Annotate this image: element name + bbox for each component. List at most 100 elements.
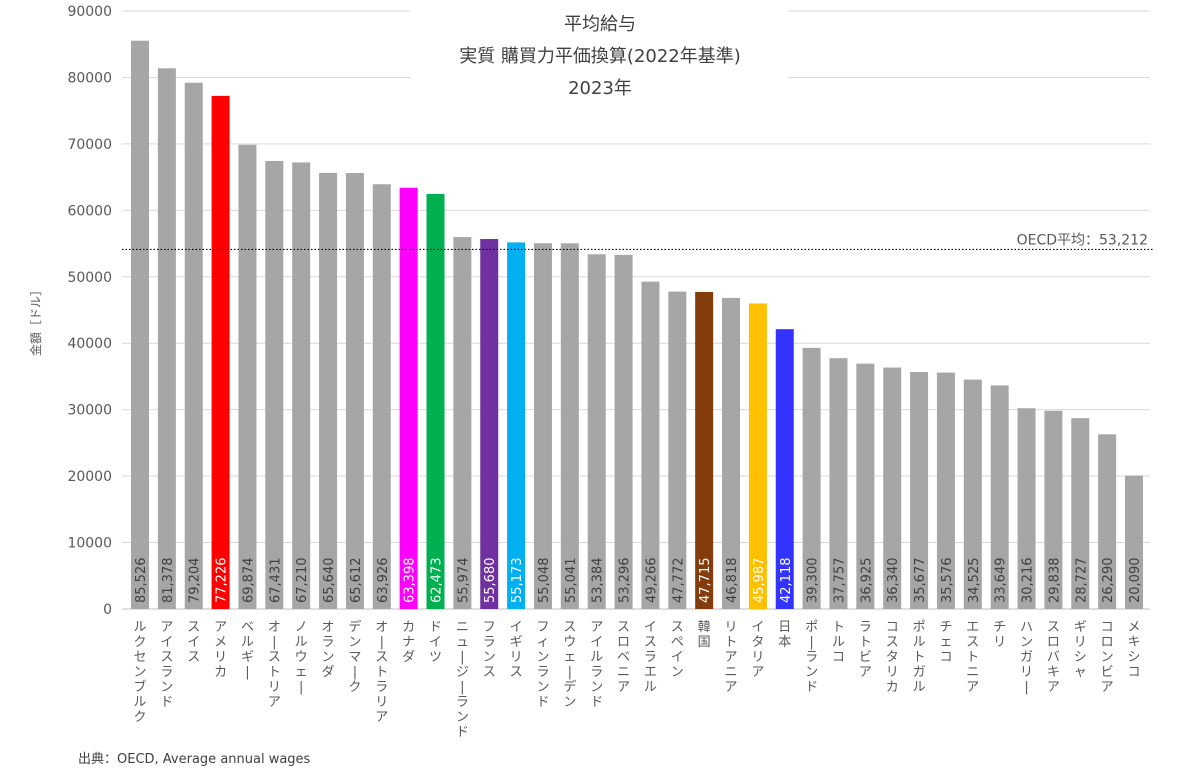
bar-value-label: 33,649	[994, 558, 1009, 604]
y-tick-label: 40000	[67, 336, 112, 352]
bar-value-label: 20,090	[1128, 558, 1143, 604]
category-label: スロバキア	[1047, 620, 1060, 695]
bar	[936, 372, 955, 609]
bar	[507, 242, 526, 609]
bar-value-label: 37,757	[832, 558, 847, 604]
bar-value-label: 55,974	[456, 558, 471, 604]
category-label: イスラエル	[644, 620, 657, 695]
bar-value-label: 55,173	[510, 558, 525, 604]
bar	[990, 385, 1009, 609]
category-label: ポルトガル	[913, 620, 926, 695]
bar-value-label: 30,216	[1021, 558, 1036, 604]
category-label: 韓国	[698, 620, 711, 650]
bar-value-label: 26,290	[1101, 558, 1116, 604]
bar	[722, 297, 741, 609]
bar	[131, 40, 149, 610]
y-tick-label: 20000	[67, 469, 112, 485]
bars: 85,526 ルクセンブルク 81,378 アイスランド 79,204 スイス 77,226…	[131, 40, 1143, 740]
bar-value-label: 67,431	[268, 558, 283, 604]
bar	[963, 379, 982, 609]
category-label: スペイン	[671, 620, 684, 680]
source-note: 出典：OECD, Average annual wages	[78, 752, 311, 767]
bar	[211, 95, 230, 609]
category-label: トルコ	[832, 620, 845, 665]
y-axis-ticks: 0 10000 20000 30000 40000 50000 60000 70000 8000…	[67, 4, 112, 618]
bar	[1098, 434, 1117, 609]
bar	[292, 162, 311, 610]
y-tick-label: 30000	[67, 403, 112, 419]
category-label: デンマ|ク	[348, 619, 361, 695]
bar	[1044, 410, 1063, 609]
category-label: オ|ストリア	[268, 620, 281, 710]
category-label: ハンガリ|	[1020, 620, 1033, 695]
category-label: アイルランド	[590, 620, 603, 710]
bar-value-label: 47,715	[698, 558, 713, 604]
chart-title-line-2: 実質 購買力平価換算(2022年基準)	[459, 46, 741, 67]
category-label: 日本	[778, 620, 791, 650]
bar	[829, 358, 848, 609]
y-tick-label: 50000	[67, 270, 112, 286]
category-label: スウェ|デン	[563, 620, 576, 710]
y-tick-label: 60000	[67, 203, 112, 219]
bar	[883, 367, 902, 609]
bar-value-label: 35,677	[913, 558, 928, 604]
bar-value-label: 47,772	[671, 558, 686, 604]
bar	[641, 281, 660, 609]
bar-value-label: 55,048	[537, 558, 552, 604]
bar	[775, 329, 794, 609]
bar-value-label: 63,926	[376, 558, 391, 604]
oecd-average-line: OECD平均：53,212	[122, 232, 1154, 251]
chart-title-line-1: 平均給与	[564, 14, 636, 35]
category-label: ギリシャ	[1074, 620, 1087, 680]
bar	[184, 82, 203, 610]
bar	[748, 303, 767, 609]
bar	[1125, 475, 1143, 609]
bar	[856, 363, 875, 609]
bar-value-label: 42,118	[779, 558, 794, 604]
bar	[399, 187, 418, 610]
y-tick-label: 90000	[67, 4, 112, 20]
category-label: コロンビア	[1101, 620, 1114, 695]
bar	[319, 172, 338, 609]
bar	[453, 237, 472, 609]
category-label: ノルウェ|	[295, 620, 308, 695]
bar-value-label: 36,340	[886, 558, 901, 604]
category-label: ドイツ	[429, 620, 442, 665]
bar-value-label: 36,925	[859, 558, 874, 604]
category-label: ポ|ランド	[805, 620, 818, 695]
bar	[265, 160, 284, 609]
category-label: イギリス	[510, 620, 523, 680]
bar	[614, 254, 633, 609]
category-label: ラトビア	[859, 620, 872, 680]
category-label: ベルギ|	[241, 620, 254, 680]
bar	[426, 193, 445, 610]
y-axis-label: 金額［ドル］	[28, 284, 43, 356]
bar-value-label: 65,640	[322, 558, 337, 604]
bar	[560, 243, 579, 609]
category-label: フランス	[483, 620, 496, 680]
category-label: エストニア	[966, 620, 979, 695]
category-label: オ|ストラリア	[375, 620, 388, 725]
bar	[1071, 418, 1090, 609]
category-label: スイス	[187, 620, 200, 665]
bar-value-label: 77,226	[215, 558, 230, 604]
bar	[695, 291, 714, 609]
bar-value-label: 69,874	[241, 558, 256, 604]
category-label: ニュ|ジ|ランド	[456, 620, 469, 740]
bar-value-label: 63,398	[403, 558, 418, 604]
y-tick-label: 10000	[67, 536, 112, 552]
bar	[372, 184, 391, 609]
category-label: メキシコ	[1127, 620, 1140, 680]
bar	[345, 173, 364, 609]
bar-value-label: 34,525	[967, 558, 982, 604]
bar	[157, 68, 176, 610]
bar	[802, 347, 821, 609]
bar-value-label: 45,987	[752, 558, 767, 604]
category-label: アメリカ	[214, 620, 227, 680]
bar-value-label: 62,473	[430, 558, 445, 604]
category-label: ルクセンブルク	[133, 620, 146, 725]
bar	[1017, 408, 1036, 609]
category-label: フィンランド	[536, 620, 549, 710]
bar-value-label: 55,680	[483, 558, 498, 604]
bar	[533, 243, 552, 609]
